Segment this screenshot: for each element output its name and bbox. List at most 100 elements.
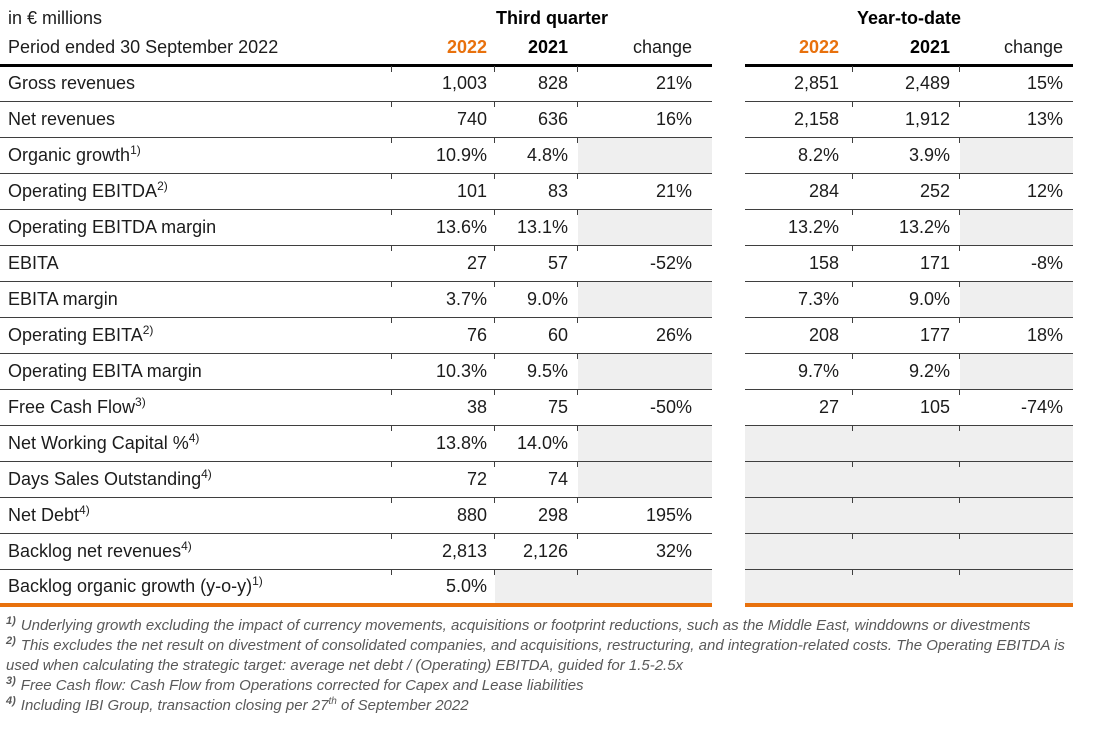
footnote-3: 3) Free Cash flow: Cash Flow from Operati… (6, 675, 584, 695)
table-gap (712, 461, 746, 497)
table-cell (576, 208, 713, 245)
table-cell: 27 (391, 244, 495, 281)
row-label: Operating EBITA2) (0, 316, 392, 353)
table-cell: 740 (391, 100, 495, 137)
header-row-groups: in € millions Third quarter Year-to-date (0, 2, 1073, 32)
table-cell: 13.2% (852, 208, 961, 245)
table-cell: -52% (576, 244, 713, 281)
table-row: Free Cash Flow3) 38 75 -50% 27 105 -74% (0, 388, 1074, 425)
table-gap (712, 569, 746, 605)
table-cell (852, 568, 961, 607)
table-cell (745, 568, 854, 607)
table-gap (712, 353, 746, 389)
table-cell: 177 (852, 316, 961, 353)
table-row: Operating EBITDA margin 13.6% 13.1% 13.2… (0, 208, 1074, 245)
table-cell: -74% (959, 388, 1074, 425)
table-cell: 21% (576, 64, 712, 101)
row-label: Gross revenues (8, 73, 136, 93)
table-cell (959, 460, 1074, 497)
row-label: Backlog net revenues4) (0, 532, 392, 569)
table-cell: 32% (576, 532, 713, 569)
table-gap (712, 389, 746, 425)
col-header-q-2021: 2021 (495, 32, 578, 67)
table-cell: 13% (959, 100, 1074, 137)
table-cell (852, 460, 961, 497)
col-header-q-2022: 2022 (392, 32, 495, 67)
unit-label: in € millions (8, 7, 103, 28)
table-cell: 9.5% (494, 352, 578, 389)
table-row: EBITA margin 3.7% 9.0% 7.3% 9.0% (0, 280, 1074, 317)
table-cell: 75 (494, 388, 578, 425)
table-cell: 105 (852, 388, 961, 425)
table-gap (712, 281, 746, 317)
table-row: Operating EBITA margin 10.3% 9.5% 9.7% 9… (0, 352, 1074, 389)
footnote-4: 4) Including IBI Group, transaction closi… (6, 695, 469, 715)
row-label: Operating EBITA margin (0, 352, 392, 389)
table-cell (494, 568, 578, 607)
table-cell: 21% (576, 172, 713, 209)
table-cell: 195% (576, 496, 713, 533)
table-cell: 9.7% (745, 352, 854, 389)
table-cell: 10.9% (391, 136, 495, 173)
table-cell (959, 208, 1074, 245)
table-cell: 14.0% (494, 424, 578, 461)
group-title-third-quarter: Third quarter (496, 7, 609, 28)
table-row: Days Sales Outstanding4) 72 74 (0, 460, 1074, 497)
table-cell: 101 (391, 172, 495, 209)
table-gap (712, 533, 746, 569)
table-cell: -8% (959, 244, 1074, 281)
table-cell: 2,126 (494, 532, 578, 569)
footnote-1: 1) Underlying growth excluding the impact… (6, 615, 1031, 635)
table-cell (959, 496, 1074, 533)
table-cell: 9.0% (852, 280, 961, 317)
table-cell: 9.0% (494, 280, 578, 317)
table-cell (959, 280, 1074, 317)
table-cell: 1,912 (852, 100, 961, 137)
group-title-year-to-date: Year-to-date (857, 7, 962, 28)
table-row: Net revenues 740 636 16% 2,158 1,912 13% (0, 100, 1074, 137)
row-label: Free Cash Flow3) (0, 388, 392, 425)
table-cell: 828 (494, 64, 578, 101)
table-gap (712, 209, 746, 245)
table-cell: 2,489 (852, 64, 960, 101)
table-cell (745, 496, 854, 533)
table-gap (712, 245, 746, 281)
table-gap (712, 497, 746, 533)
table-cell: 60 (494, 316, 578, 353)
table-cell (959, 568, 1074, 607)
table-cell: 18% (959, 316, 1074, 353)
table-cell: 284 (745, 172, 854, 209)
table-cell: 4.8% (494, 136, 578, 173)
row-label: Net Debt4) (0, 496, 392, 533)
table-cell: 15% (959, 64, 1073, 101)
table-cell: -50% (576, 388, 713, 425)
table-cell: 2,851 (793, 73, 840, 93)
table-cell: 880 (391, 496, 495, 533)
table-cell (959, 424, 1074, 461)
kpi-table: in € millions Third quarter Year-to-date… (0, 2, 1074, 607)
table-cell (959, 352, 1074, 389)
table-cell: 74 (494, 460, 578, 497)
table-cell (959, 532, 1074, 569)
table-gap (712, 32, 746, 65)
table-cell (745, 424, 854, 461)
table-row: EBITA 27 57 -52% 158 171 -8% (0, 244, 1074, 281)
table-cell: 10.3% (391, 352, 495, 389)
table-cell: 5.0% (391, 568, 495, 607)
table-cell: 83 (494, 172, 578, 209)
table-cell: 1,003 (391, 64, 495, 101)
row-label: Days Sales Outstanding4) (0, 460, 392, 497)
table-cell: 26% (576, 316, 713, 353)
table-gap (712, 101, 746, 137)
table-cell: 8.2% (745, 136, 854, 173)
table-cell (576, 352, 713, 389)
row-label: Net Working Capital %4) (0, 424, 392, 461)
table-gap (712, 425, 746, 461)
table-row: Backlog net revenues4) 2,813 2,126 32% (0, 532, 1074, 569)
table-row: Net Debt4) 880 298 195% (0, 496, 1074, 533)
table-cell: 57 (494, 244, 578, 281)
kpi-table-header: in € millions Third quarter Year-to-date… (0, 2, 1074, 67)
table-cell: 171 (852, 244, 961, 281)
table-gap (712, 2, 746, 32)
